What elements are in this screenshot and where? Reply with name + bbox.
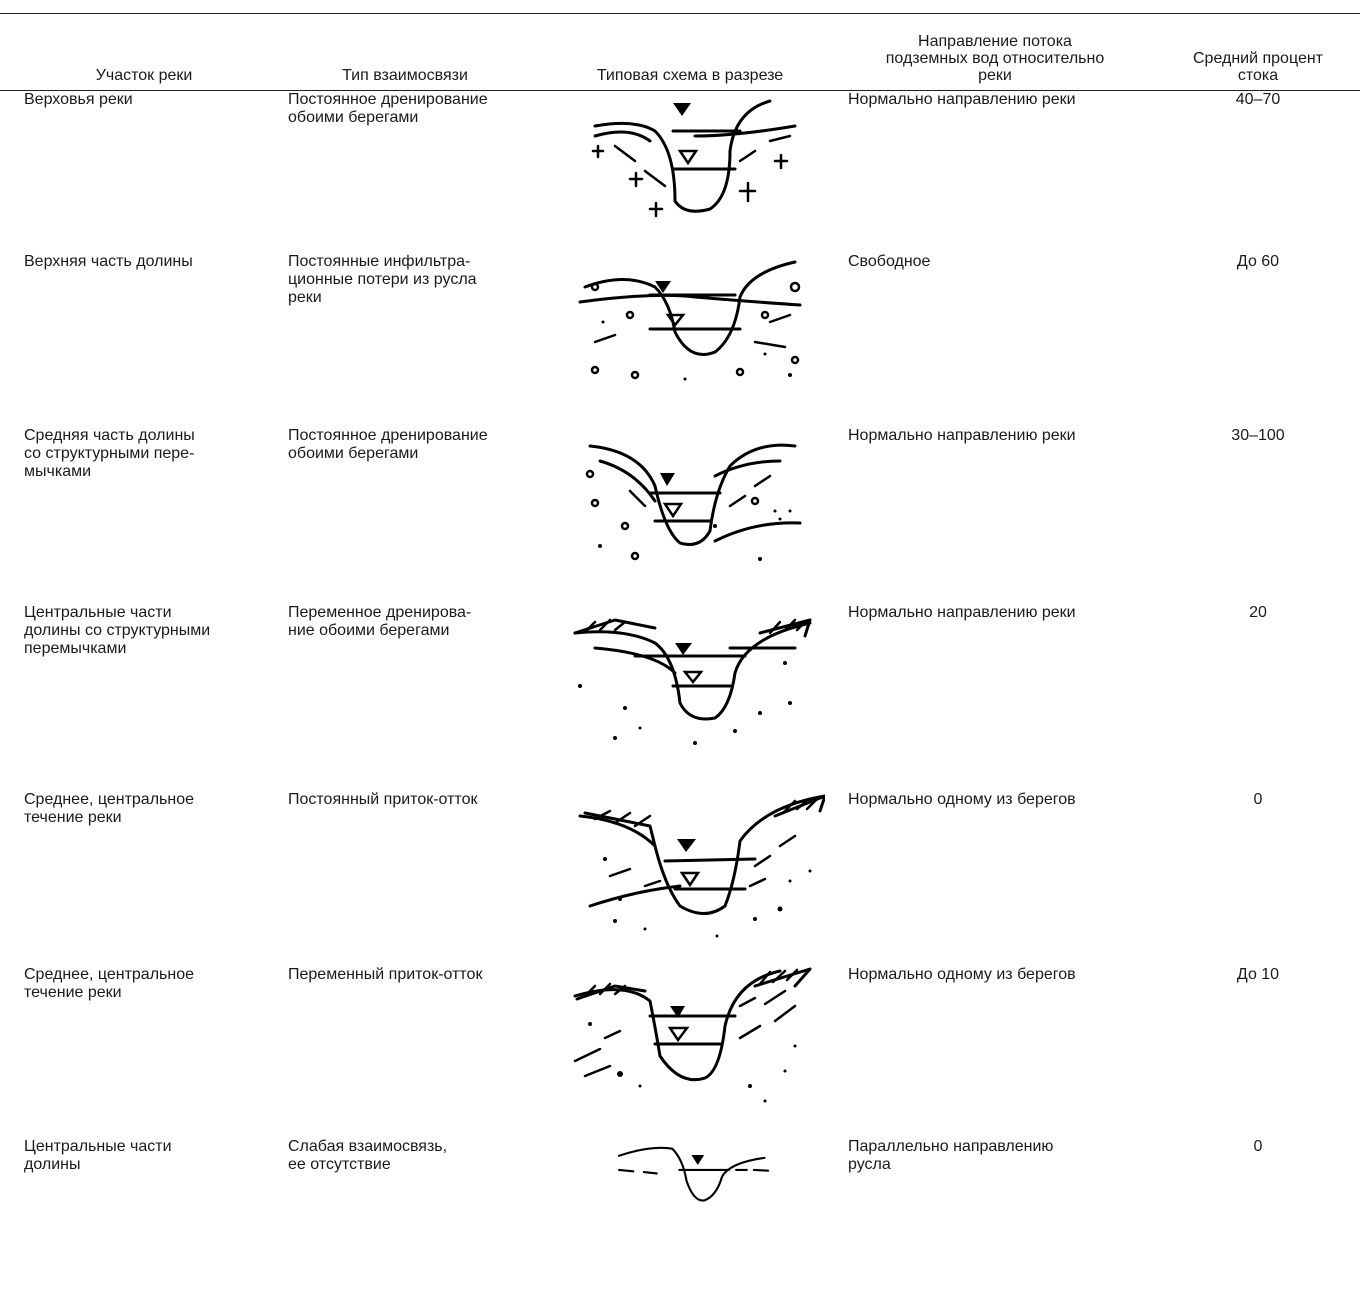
relation-type-cell: Постоянный приток-отток [288, 791, 478, 808]
river-section-cell: Центральные части долины [24, 1138, 172, 1173]
runoff-percent-cell: 0 [1253, 791, 1263, 808]
relation-type-cell: Слабая взаимосвязь, ее отсутствие [288, 1138, 448, 1173]
runoff-percent-cell: 30–100 [1231, 427, 1285, 444]
table-header-rule [0, 90, 1360, 91]
header-scheme: Типовая схема в разрезе [555, 14, 825, 90]
relation-type-cell: Переменный приток-отток [288, 966, 483, 983]
flow-direction-cell: Нормально направлению реки [848, 427, 1076, 444]
cross-section-diagram [555, 91, 825, 246]
runoff-percent-cell: 0 [1253, 1138, 1263, 1155]
table-row: Среднее, центральное течение реки Переме… [0, 966, 1360, 1136]
table-row: Среднее, центральное течение реки Постоя… [0, 791, 1360, 961]
runoff-percent-cell: 40–70 [1235, 91, 1281, 108]
river-section-cell: Среднее, центральное течение реки [24, 966, 195, 1001]
cross-section-diagram [555, 966, 825, 1121]
header-type: Тип взаимосвязи [280, 14, 530, 90]
cross-section-diagram [555, 257, 825, 412]
relation-type-cell: Постоянное дренирование обоими берегами [288, 91, 488, 126]
header-label: Типовая схема в разрезе [596, 67, 784, 84]
header-label: Тип взаимосвязи [342, 67, 468, 84]
table-row: Средняя часть долины со структурными пер… [0, 427, 1360, 597]
header-label: Средний процент стока [1193, 50, 1323, 84]
relation-type-cell: Постоянные инфильтра- ционные потери из … [288, 253, 477, 306]
river-section-cell: Средняя часть долины со структурными пер… [24, 427, 195, 480]
relation-type-cell: Переменное дренирова- ние обоими берегам… [288, 604, 472, 639]
flow-direction-cell: Нормально направлению реки [848, 604, 1076, 621]
table-row: Центральные части долины Слабая взаимосв… [0, 1138, 1360, 1308]
runoff-percent-cell: До 10 [1236, 966, 1280, 983]
flow-direction-cell: Нормально одному из берегов [848, 791, 1076, 808]
runoff-percent-cell: 20 [1249, 604, 1267, 621]
river-section-cell: Центральные части долины со структурными… [24, 604, 211, 657]
table-top-rule [0, 13, 1360, 14]
runoff-percent-cell: До 60 [1236, 253, 1280, 270]
header-label: Участок реки [95, 67, 193, 84]
flow-direction-cell: Свободное [848, 253, 931, 270]
cross-section-diagram [555, 791, 827, 946]
header-percent: Средний процент стока [1160, 14, 1356, 90]
table-row: Центральные части долины со структурными… [0, 604, 1360, 774]
river-section-cell: Верхняя часть долины [24, 253, 193, 270]
relation-type-cell: Постоянное дренирование обоими берегами [288, 427, 488, 462]
table-row: Верхняя часть долины Постоянные инфильтр… [0, 253, 1360, 423]
flow-direction-cell: Нормально одному из берегов [848, 966, 1076, 983]
header-label: Направление потока подземных вод относит… [885, 33, 1105, 84]
cross-section-diagram [555, 431, 825, 586]
flow-direction-cell: Нормально направлению реки [848, 91, 1076, 108]
cross-section-diagram [555, 608, 825, 763]
river-section-cell: Верховья реки [24, 91, 133, 108]
header-section: Участок реки [24, 14, 264, 90]
table-row: Верховья реки Постоянное дренирование об… [0, 91, 1360, 261]
river-section-cell: Среднее, центральное течение реки [24, 791, 195, 826]
header-direction: Направление потока подземных вод относит… [835, 14, 1155, 90]
flow-direction-cell: Параллельно направлению русла [848, 1138, 1054, 1173]
cross-section-diagram [555, 1138, 825, 1293]
